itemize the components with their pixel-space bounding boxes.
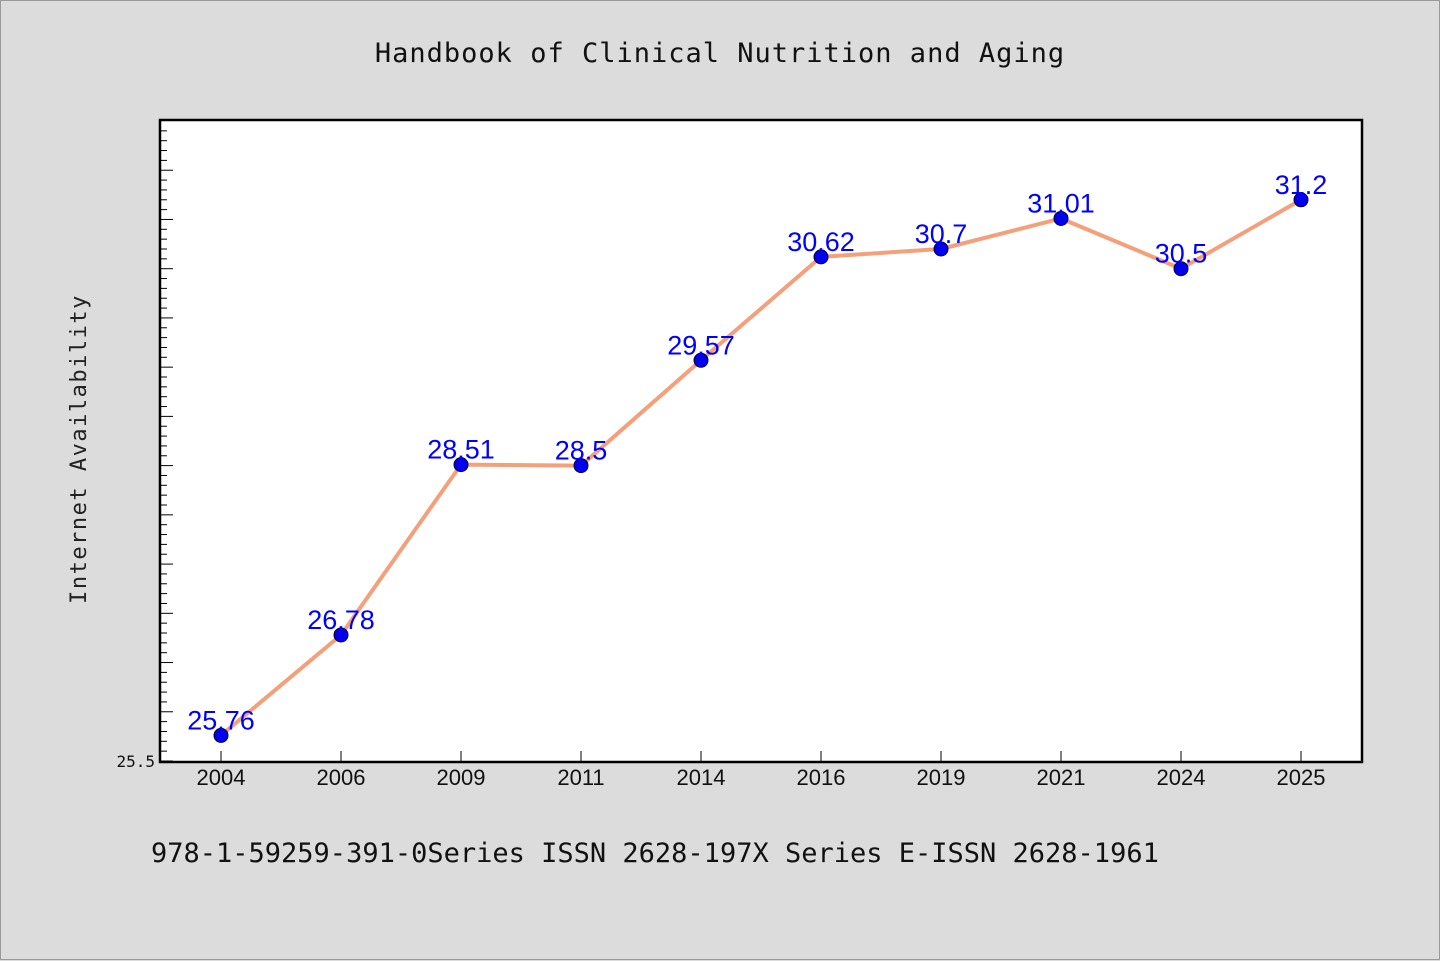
data-point xyxy=(1293,192,1309,208)
data-markers xyxy=(213,192,1309,743)
data-label: 31.01 xyxy=(1027,188,1095,218)
x-tick-label: 2021 xyxy=(1037,765,1086,790)
x-tick-label: 2025 xyxy=(1277,765,1326,790)
x-axis-ticks xyxy=(220,751,1302,761)
data-point xyxy=(693,352,709,368)
data-label: 25.76 xyxy=(187,705,255,735)
data-point xyxy=(213,727,229,743)
x-tick-label: 2009 xyxy=(437,765,486,790)
data-point xyxy=(333,627,349,643)
x-tick-label: 2024 xyxy=(1157,765,1206,790)
y-axis-tick-labels: 25.5 xyxy=(116,752,155,771)
data-point xyxy=(573,458,589,474)
data-label: 28.51 xyxy=(427,435,495,465)
data-point xyxy=(813,249,829,265)
data-labels: 25.76 26.78 28.51 28.5 29.57 30.62 30.7 31.01 30… xyxy=(187,170,1327,736)
x-tick-label: 2004 xyxy=(197,765,246,790)
data-label: 29.57 xyxy=(667,330,735,360)
x-tick-label: 2016 xyxy=(797,765,846,790)
x-tick-label: 2019 xyxy=(917,765,966,790)
data-label: 28.5 xyxy=(555,436,608,466)
x-tick-label: 2014 xyxy=(677,765,726,790)
y-axis-label: Internet Availability xyxy=(67,294,92,604)
data-label: 30.7 xyxy=(915,219,968,249)
data-point xyxy=(933,241,949,257)
plot-area xyxy=(158,118,1364,764)
x-tick-label: 2011 xyxy=(557,765,604,790)
data-label: 30.62 xyxy=(787,227,855,257)
chart-title: Handbook of Clinical Nutrition and Aging xyxy=(375,38,1065,69)
data-label: 30.5 xyxy=(1155,239,1208,269)
data-point xyxy=(1173,261,1189,277)
x-axis-tick-labels: 2004 2006 2009 2011 2014 2016 2019 2021 2024 2025 xyxy=(197,765,1326,790)
data-point xyxy=(1053,210,1069,226)
data-label: 26.78 xyxy=(307,605,375,635)
series-line xyxy=(219,198,1302,737)
footer-text: 978-1-59259-391-0Series ISSN 2628-197X S… xyxy=(151,838,1159,869)
data-point xyxy=(453,457,469,473)
x-tick-label: 2006 xyxy=(317,765,366,790)
y-axis-ticks xyxy=(161,130,173,762)
data-label: 31.2 xyxy=(1275,170,1328,200)
y-tick-label: 25.5 xyxy=(116,752,155,771)
